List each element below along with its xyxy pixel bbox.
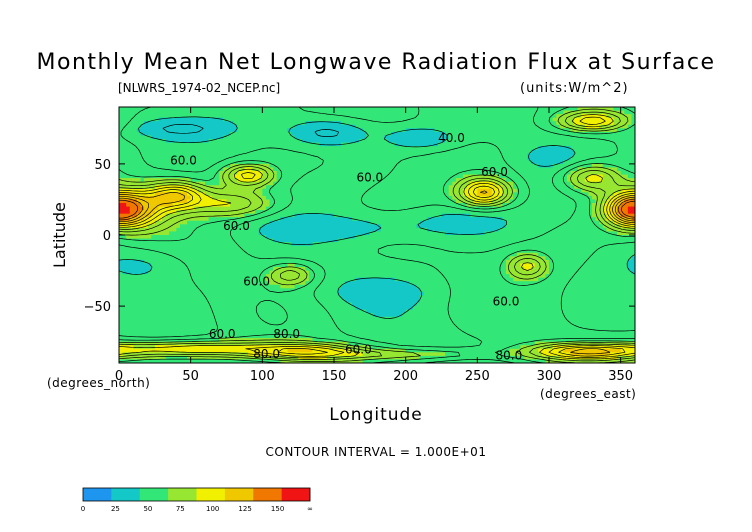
- colorbar-tick-label: 25: [111, 505, 120, 513]
- file-name-label: [NLWRS_1974-02_NCEP.nc]: [118, 81, 281, 95]
- y-tick-label: −50: [84, 300, 111, 315]
- colorbar-tick-label: 0: [81, 505, 85, 513]
- contour-lines: [119, 107, 635, 363]
- colorbar: 0 25 50 75 100 125 150 ∞: [81, 487, 313, 513]
- colorbar-swatch: [196, 488, 226, 501]
- contour-label: 60.0: [345, 343, 372, 357]
- y-axis-unit: (degrees_north): [47, 376, 151, 390]
- colorbar-tick-label: 125: [238, 505, 251, 513]
- x-axis-unit: (degrees_east): [540, 387, 637, 401]
- contour-label: 80.0: [253, 347, 280, 361]
- colorbar-swatch: [139, 488, 169, 501]
- contour-interval-label: CONTOUR INTERVAL = 1.000E+01: [265, 445, 487, 459]
- axes: 0 50 100 150 200 250 300 350 50 0 −50: [84, 107, 635, 384]
- x-tick-label: 50: [182, 369, 199, 384]
- colorbar-tick-label: 150: [271, 505, 284, 513]
- colorbar-frame: [82, 487, 311, 502]
- x-tick-label: 350: [608, 369, 633, 384]
- x-tick-label: 250: [465, 369, 490, 384]
- y-tick-label: 0: [103, 229, 111, 244]
- contour-label: 60.0: [223, 219, 250, 233]
- contour-label: 60.0: [356, 171, 383, 185]
- chart-title: Monthly Mean Net Longwave Radiation Flux…: [36, 50, 716, 75]
- x-tick-label: 0: [115, 369, 123, 384]
- contour-path: [119, 107, 635, 363]
- contour-label: 80.0: [273, 327, 300, 341]
- colorbar-swatch: [83, 488, 112, 501]
- colorbar-swatch: [111, 488, 141, 501]
- colorbar-swatch: [253, 488, 282, 501]
- colorbar-swatch: [281, 488, 311, 501]
- colorbar-tick-label: 50: [143, 505, 152, 513]
- x-tick-label: 200: [393, 369, 418, 384]
- contour-label: 40.0: [438, 131, 465, 145]
- contour-label: 60.0: [493, 294, 520, 308]
- contour-label: 60.0: [170, 154, 197, 168]
- contour-label: 80.0: [496, 348, 523, 362]
- x-tick-label: 150: [322, 369, 347, 384]
- x-axis-label: Longitude: [329, 405, 423, 425]
- contour-labels: 60.0 60.0 60.0 40.0 60.0 60.0 60.0 60.0 80.0 80.0…: [170, 131, 522, 363]
- colorbar-tick-label: 75: [176, 505, 185, 513]
- x-tick-label: 100: [250, 369, 275, 384]
- units-label: (units:W/m^2): [520, 81, 629, 96]
- colorbar-swatch: [168, 488, 197, 501]
- colorbar-tick-label: 100: [206, 505, 219, 513]
- contour-label: 60.0: [481, 165, 508, 179]
- y-tick-label: 50: [94, 158, 111, 173]
- x-tick-label: 300: [537, 369, 562, 384]
- contour-label: 60.0: [209, 327, 236, 341]
- contour-label: 60.0: [243, 274, 270, 288]
- colorbar-swatch: [224, 488, 254, 501]
- colorbar-tick-label: ∞: [307, 505, 313, 513]
